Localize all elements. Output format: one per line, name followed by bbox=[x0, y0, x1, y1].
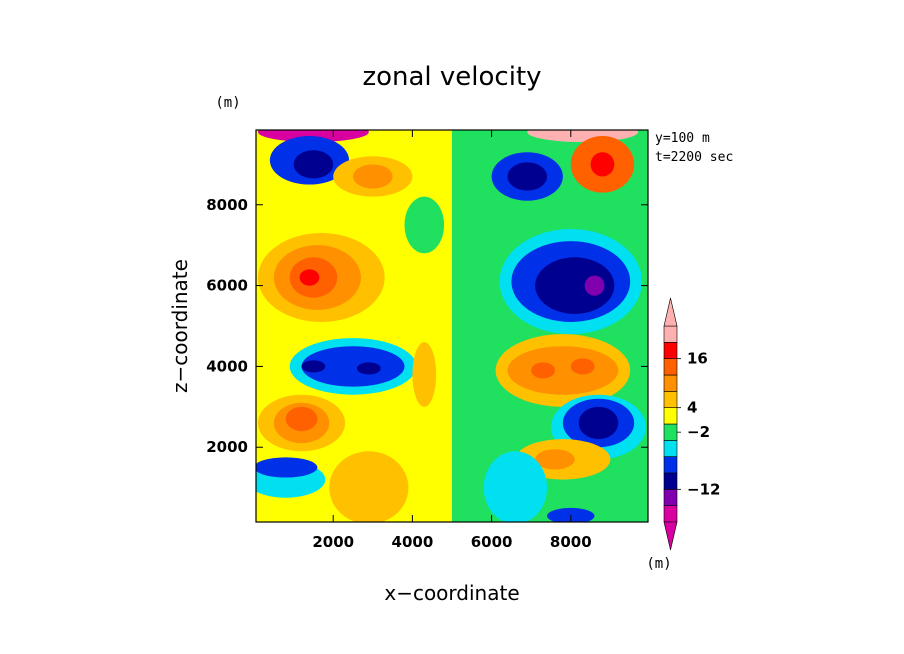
contour-feature-9 bbox=[507, 162, 548, 191]
plot-frame bbox=[255, 129, 649, 523]
contour-feature-22 bbox=[356, 362, 381, 375]
contour-feature-23 bbox=[412, 342, 437, 407]
colorbar-bin-9 bbox=[663, 358, 678, 376]
x-tick-label-3: 8000 bbox=[550, 533, 592, 551]
contour-feature-33 bbox=[578, 406, 619, 440]
y-tick-label-2: 6000 bbox=[206, 277, 248, 295]
heatmap-area bbox=[256, 130, 648, 522]
contour-feature-25 bbox=[507, 346, 619, 395]
colorbar-bin-0 bbox=[663, 505, 678, 523]
colorbar-extend-top bbox=[663, 297, 678, 327]
contour-feature-27 bbox=[570, 358, 595, 375]
contour-feature-20 bbox=[301, 346, 405, 387]
contour-feature-21 bbox=[301, 360, 326, 373]
y-tick-label-3: 8000 bbox=[206, 196, 248, 214]
contour-feature-2 bbox=[293, 150, 334, 179]
contour-feature-35 bbox=[535, 449, 575, 470]
y-axis-label: z−coordinate bbox=[168, 259, 192, 393]
contour-feature-39 bbox=[256, 457, 318, 478]
contour-feature-14 bbox=[299, 269, 320, 286]
x-axis-label: x−coordinate bbox=[384, 581, 519, 605]
x-tick-label-1: 4000 bbox=[392, 533, 434, 551]
colorbar-bin-3 bbox=[663, 456, 678, 474]
colorbar: 16 4 −2 −12 bbox=[663, 297, 720, 551]
y-tick-label-0: 2000 bbox=[206, 438, 248, 456]
colorbar-bin-1 bbox=[663, 489, 678, 506]
colorbar-label-2: −2 bbox=[687, 423, 710, 441]
colorbar-bin-6 bbox=[663, 407, 678, 425]
annotation-line-2: t=2200 sec bbox=[655, 150, 733, 165]
colorbar-extend-bottom bbox=[663, 521, 678, 551]
colorbar-bin-11 bbox=[663, 325, 678, 343]
annotation-line-1: y=100 m bbox=[655, 131, 710, 146]
x-tick-label-2: 6000 bbox=[471, 533, 513, 551]
colorbar-label-3: −12 bbox=[687, 480, 720, 498]
colorbar-label-0: 16 bbox=[687, 350, 708, 368]
colorbar-label-1: 4 bbox=[687, 399, 697, 417]
contour-feature-30 bbox=[285, 406, 318, 432]
colorbar-bin-5 bbox=[663, 423, 678, 441]
chart-title: zonal velocity bbox=[362, 62, 541, 92]
contour-feature-40 bbox=[547, 507, 595, 522]
y-tick-label-1: 4000 bbox=[206, 357, 248, 375]
contour-feature-5 bbox=[590, 152, 615, 177]
contour-feature-10 bbox=[404, 196, 445, 254]
colorbar-bin-10 bbox=[663, 342, 678, 359]
contour-feature-3 bbox=[527, 130, 639, 143]
contour-feature-18 bbox=[584, 275, 605, 296]
y-axis-unit: (m) bbox=[215, 95, 240, 111]
contour-feature-36 bbox=[329, 451, 409, 522]
contour-feature-7 bbox=[353, 164, 393, 189]
colorbar-bin-2 bbox=[663, 472, 678, 490]
contour-feature-17 bbox=[535, 257, 615, 314]
colorbar-bin-7 bbox=[663, 391, 678, 408]
x-tick-label-0: 2000 bbox=[312, 533, 354, 551]
axis-ticks: 2000 4000 6000 8000 2000 4000 6000 8000 bbox=[206, 130, 648, 551]
contour-feature-37 bbox=[483, 451, 548, 522]
colorbar-unit: (m) bbox=[646, 556, 671, 572]
colorbar-bin-8 bbox=[663, 374, 678, 392]
contour-feature-26 bbox=[531, 362, 555, 379]
contour-feature-0 bbox=[257, 130, 369, 143]
colorbar-bin-4 bbox=[663, 440, 678, 457]
